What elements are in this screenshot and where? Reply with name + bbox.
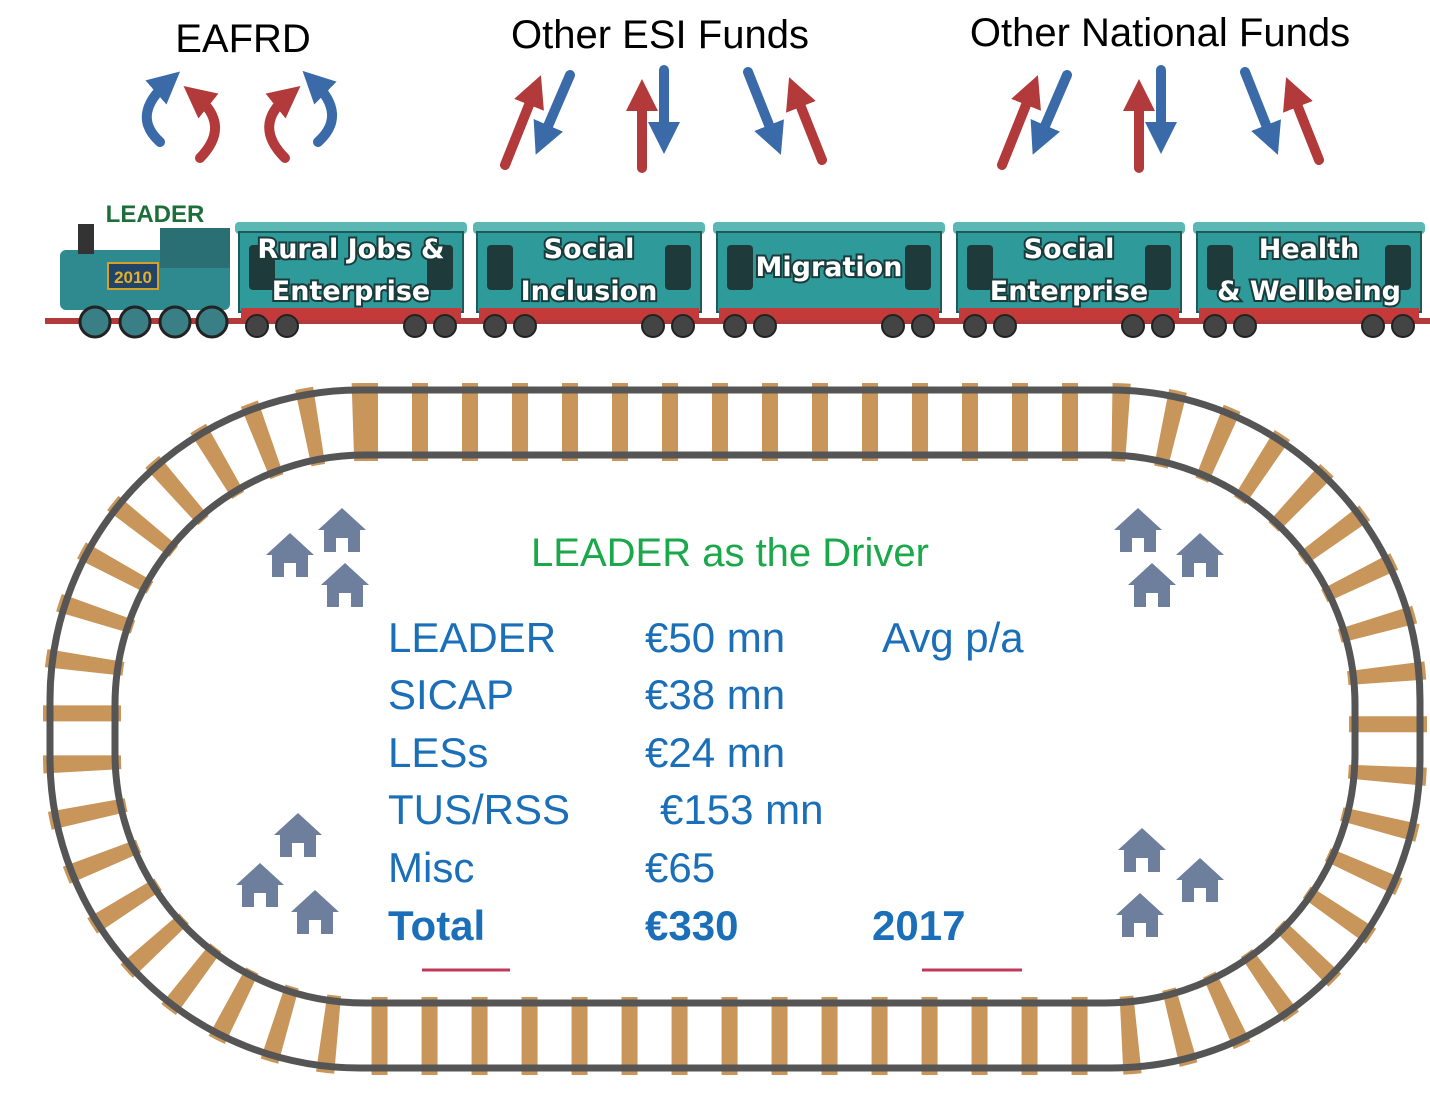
carriage-label: Health <box>1259 234 1360 265</box>
carriage-frame <box>719 308 939 320</box>
table-cell: 2017 <box>872 902 965 949</box>
wheel <box>994 315 1016 337</box>
carriage-frame <box>241 308 461 320</box>
wheel <box>246 315 268 337</box>
wheel <box>160 307 190 337</box>
carriage-label: Rural Jobs & <box>257 234 444 265</box>
table-cell: €65 <box>645 844 715 891</box>
wheel <box>1204 315 1226 337</box>
carriage-label: Social <box>1024 234 1115 265</box>
wheel <box>197 307 227 337</box>
wheel <box>1234 315 1256 337</box>
carriage-label: & Wellbeing <box>1217 276 1401 307</box>
carriage-window <box>727 245 753 290</box>
engine-chimney <box>78 224 94 254</box>
center-title: LEADER as the Driver <box>531 531 929 575</box>
wheel <box>724 315 746 337</box>
table-cell: SICAP <box>388 671 514 718</box>
wheel <box>964 315 986 337</box>
carriage-label: Enterprise <box>272 276 430 307</box>
fund-label: Other National Funds <box>970 11 1350 55</box>
fund-label: Other ESI Funds <box>511 13 809 57</box>
carriage-window <box>1145 245 1171 290</box>
wheel <box>120 307 150 337</box>
table-cell: €153 mn <box>660 786 823 833</box>
wheel <box>80 307 110 337</box>
table-cell: LEADER <box>388 614 556 661</box>
carriage-frame <box>959 308 1179 320</box>
wheel <box>1362 315 1384 337</box>
table-cell: €38 mn <box>645 671 785 718</box>
wheel <box>754 315 776 337</box>
wheel <box>882 315 904 337</box>
table-cell: TUS/RSS <box>388 786 570 833</box>
wheel <box>434 315 456 337</box>
engine-label: LEADER <box>106 201 205 228</box>
carriage-window <box>905 245 931 290</box>
wheel <box>1392 315 1414 337</box>
engine-number: 2010 <box>114 268 152 287</box>
carriage-window <box>665 245 691 290</box>
engine-cab <box>160 228 230 268</box>
table-cell: Total <box>388 902 485 949</box>
wheel <box>672 315 694 337</box>
carriage-frame <box>479 308 699 320</box>
table-cell: €24 mn <box>645 729 785 776</box>
table-cell: Avg p/a <box>882 614 1024 661</box>
wheel <box>276 315 298 337</box>
table-cell: €330 <box>645 902 738 949</box>
train: 2010 LEADER Rural Jobs & Enterprise Social In… <box>45 201 1430 337</box>
carriage-frame <box>1199 308 1419 320</box>
carriage-label: Inclusion <box>521 276 658 307</box>
carriage-label: Migration <box>756 252 903 283</box>
diagram: LEADER as the Driver LEADER €50 mn Avg p… <box>0 0 1430 1094</box>
wheel <box>1152 315 1174 337</box>
carriage-window <box>487 245 513 290</box>
fund-label: EAFRD <box>175 17 311 61</box>
table-cell: Misc <box>388 844 474 891</box>
arrows <box>147 70 1319 168</box>
table-cell: €50 mn <box>645 614 785 661</box>
wheel <box>642 315 664 337</box>
wheel <box>912 315 934 337</box>
wheel <box>484 315 506 337</box>
table-cell: LESs <box>388 729 488 776</box>
wheel <box>514 315 536 337</box>
wheel <box>1122 315 1144 337</box>
carriage-label: Social <box>544 234 635 265</box>
carriage-label: Enterprise <box>990 276 1148 307</box>
wheel <box>404 315 426 337</box>
